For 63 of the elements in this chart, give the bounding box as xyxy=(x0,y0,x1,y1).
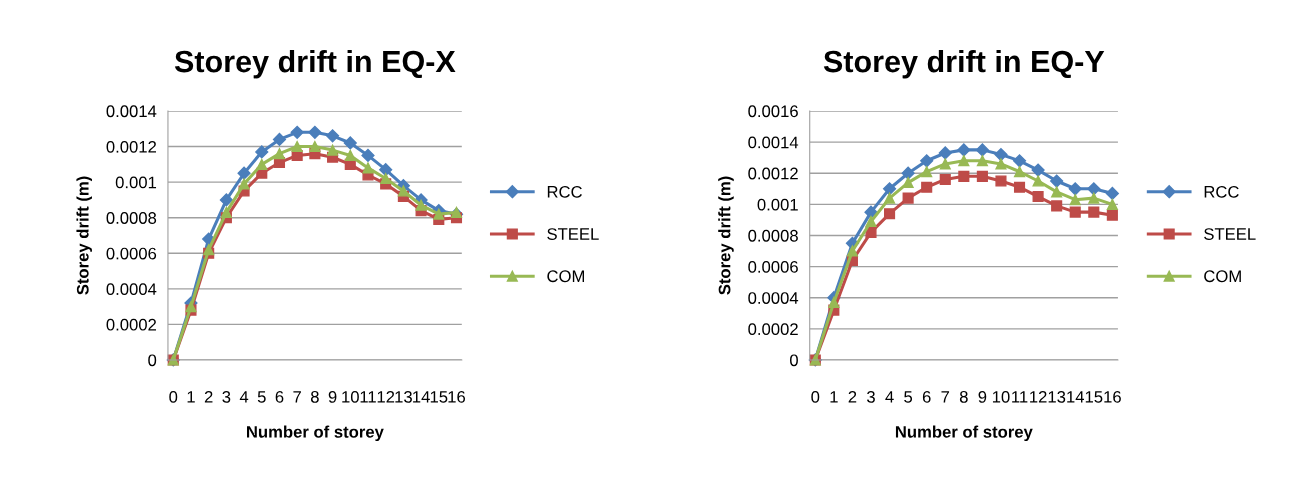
x-tick-label: 11 xyxy=(1012,391,1028,403)
x-tick-label: 1 xyxy=(830,391,838,403)
legend-label: RCC xyxy=(1204,185,1239,198)
x-tick-label: 7 xyxy=(293,391,301,403)
y-tick-label: 0.0008 xyxy=(106,212,157,224)
x-tick-label: 4 xyxy=(239,391,249,403)
x-tick-label: 16 xyxy=(448,390,466,403)
x-tick-label: 2 xyxy=(848,390,857,403)
x-tick-label: 0 xyxy=(811,390,820,403)
legend-label: COM xyxy=(547,270,585,283)
legend-label: COM xyxy=(1204,270,1241,283)
y-axis-title: Storey drift (m) xyxy=(76,176,92,295)
x-tick-label: 3 xyxy=(866,390,875,403)
x-tick-label: 10 xyxy=(992,390,1010,403)
y-tick-label: 0.0006 xyxy=(106,247,157,260)
x-axis-title: Number of storey xyxy=(247,425,384,442)
x-axis-title: Number of storey xyxy=(895,425,1033,442)
y-tick-label: 0.0008 xyxy=(748,229,798,242)
x-tick-label: 5 xyxy=(904,391,913,403)
y-tick-label: 0.0014 xyxy=(748,136,799,149)
legend-label: STEEL xyxy=(547,228,599,240)
x-tick-label: 6 xyxy=(922,390,931,403)
x-tick-label: 16 xyxy=(1104,390,1121,403)
y-tick-label: 0.0014 xyxy=(106,105,157,118)
x-tick-label: 15 xyxy=(1085,391,1103,403)
x-tick-label: 9 xyxy=(328,390,337,403)
y-tick-label: 0.0016 xyxy=(748,105,798,118)
x-tick-label: 8 xyxy=(310,390,319,403)
x-tick-label: 14 xyxy=(413,391,430,403)
y-tick-label: 0 xyxy=(148,354,157,367)
x-tick-label: 14 xyxy=(1067,391,1085,403)
y-tick-label: 0.0012 xyxy=(106,140,157,153)
legend-label: STEEL xyxy=(1204,228,1256,240)
x-tick-label: 10 xyxy=(342,390,359,403)
y-tick-label: 0.0006 xyxy=(748,261,798,273)
x-tick-label: 13 xyxy=(1048,390,1066,403)
legend-label: RCC xyxy=(547,185,582,198)
y-tick-label: 0.0004 xyxy=(106,283,157,296)
y-tick-label: 0.0012 xyxy=(748,167,798,180)
x-tick-label: 9 xyxy=(978,390,987,403)
x-tick-label: 7 xyxy=(941,391,950,403)
x-tick-label: 0 xyxy=(169,390,178,403)
x-tick-label: 6 xyxy=(275,390,284,403)
chart-title: Storey drift in EQ-Y xyxy=(823,49,1105,79)
y-tick-label: 0.0002 xyxy=(748,323,798,336)
x-tick-label: 1 xyxy=(187,391,195,403)
y-tick-label: 0.0004 xyxy=(748,292,799,304)
y-tick-label: 0 xyxy=(789,354,798,367)
x-tick-label: 15 xyxy=(430,391,448,403)
chart-title: Storey drift in EQ-X xyxy=(174,49,456,79)
x-tick-label: 3 xyxy=(222,390,231,403)
x-tick-label: 2 xyxy=(204,390,213,403)
x-tick-label: 13 xyxy=(395,390,412,403)
x-tick-label: 5 xyxy=(257,391,266,403)
y-axis-title: Storey drift (m) xyxy=(718,176,734,295)
y-tick-label: 0.001 xyxy=(115,176,157,189)
y-tick-label: 0.001 xyxy=(757,198,798,211)
y-tick-label: 0.0002 xyxy=(106,318,157,331)
x-tick-label: 12 xyxy=(377,390,395,403)
x-tick-label: 11 xyxy=(360,391,376,403)
x-tick-label: 4 xyxy=(885,391,894,403)
x-tick-label: 12 xyxy=(1030,390,1047,403)
x-tick-label: 8 xyxy=(959,390,968,403)
